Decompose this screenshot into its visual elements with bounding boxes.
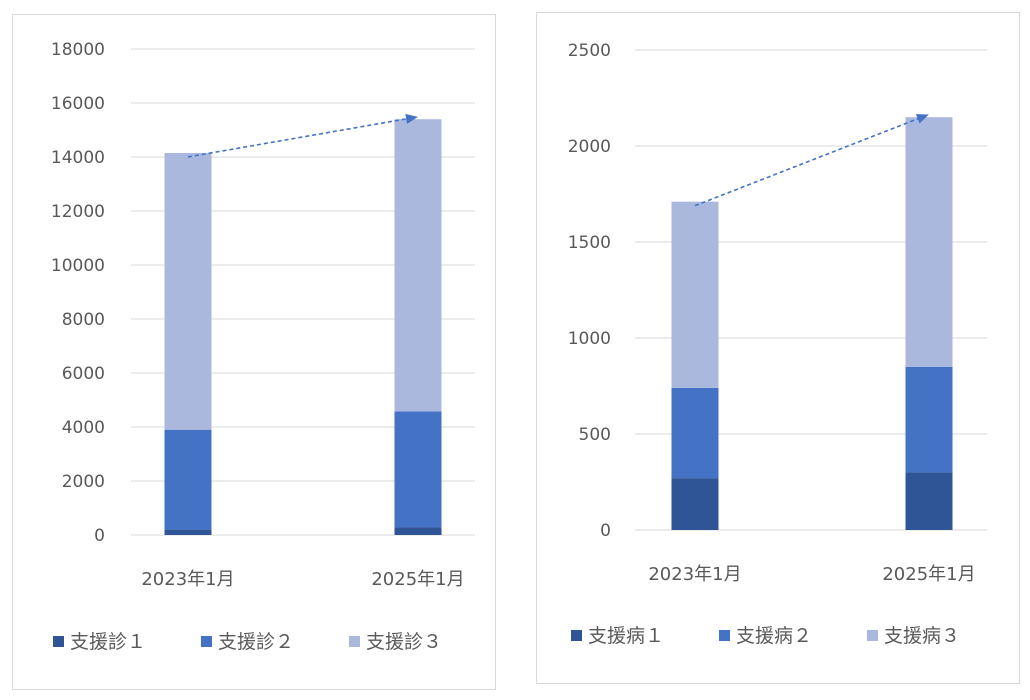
legend-swatch <box>571 630 582 641</box>
y-tick-label: 18000 <box>51 40 105 60</box>
legend-label: 支援病１ <box>588 625 664 647</box>
legend-swatch <box>201 636 212 647</box>
y-tick-label: 0 <box>600 521 611 541</box>
bar-segment <box>164 529 212 535</box>
chart-clinics-svg: 0 2000 4000 6000 8000 10000 12000 14000 16000 180… <box>51 40 475 653</box>
y-tick-label: 2500 <box>568 41 611 61</box>
legend-label: 支援病３ <box>884 625 960 647</box>
bar-segment <box>164 429 212 530</box>
bar-segment <box>671 478 719 530</box>
bar-segment <box>905 117 953 367</box>
y-tick-label: 6000 <box>62 364 105 384</box>
legend-label: 支援診２ <box>218 631 294 653</box>
bar-segment <box>164 152 212 430</box>
legend-label: 支援病２ <box>736 625 812 647</box>
y-tick-label: 8000 <box>62 310 105 330</box>
trend-arrow <box>187 113 418 158</box>
y-tick-label: 1500 <box>568 233 611 253</box>
x-category-label: 2025年1月 <box>882 564 975 585</box>
bar-segment <box>671 387 719 479</box>
bar-segment <box>394 119 442 412</box>
chart-panel-hospitals: 0 500 1000 1500 2000 2500 2023年1月 2025年1月支援病１ 支援… <box>536 12 1020 684</box>
legend-label: 支援診１ <box>70 631 146 653</box>
bar-segment <box>394 527 442 535</box>
y-tick-label: 12000 <box>51 202 105 222</box>
bar-segment <box>905 472 953 530</box>
chart-panel-clinics: 0 2000 4000 6000 8000 10000 12000 14000 16000 180… <box>12 14 496 690</box>
y-tick-label: 14000 <box>51 148 105 168</box>
x-category-label: 2025年1月 <box>371 569 464 590</box>
bar-segment <box>905 366 953 473</box>
bar-segment <box>394 411 442 528</box>
y-tick-label: 16000 <box>51 94 105 114</box>
legend-swatch <box>349 636 360 647</box>
y-tick-label: 1000 <box>568 329 611 349</box>
x-category-label: 2023年1月 <box>648 564 741 585</box>
y-tick-label: 0 <box>94 526 105 546</box>
y-tick-label: 2000 <box>568 137 611 157</box>
y-tick-label: 10000 <box>51 256 105 276</box>
legend-swatch <box>719 630 730 641</box>
trend-arrow <box>694 114 929 207</box>
legend-swatch <box>53 636 64 647</box>
x-category-label: 2023年1月 <box>141 569 234 590</box>
legend-swatch <box>867 630 878 641</box>
y-tick-label: 2000 <box>62 472 105 492</box>
y-tick-label: 500 <box>579 425 611 445</box>
bar-segment <box>671 201 719 388</box>
y-tick-label: 4000 <box>62 418 105 438</box>
legend-label: 支援診３ <box>366 631 442 653</box>
